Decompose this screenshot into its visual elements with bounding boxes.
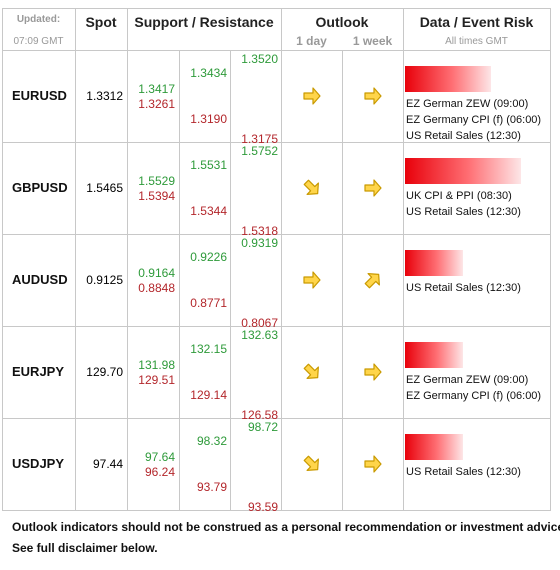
pair: AUDUSD [12,272,68,287]
event-risk-bar [405,66,491,92]
support: 1.5394 [138,189,175,203]
updated-time: 07:09 GMT [13,36,64,47]
resistance: 1.5752 [241,144,278,158]
outlook-arrow [303,179,319,195]
resistance: 0.9164 [138,266,175,280]
event: EZ Germany CPI (f) (06:00) [406,114,542,126]
event-risk-bar [405,342,463,368]
support: 0.8771 [190,296,227,310]
support: 93.79 [196,480,227,494]
event: US Retail Sales (12:30) [406,130,521,142]
resistance: 132.15 [190,342,227,356]
event-risk-bar [405,158,521,184]
event: EZ German ZEW (09:00) [406,98,529,110]
data-header: Data / Event Risk [419,14,534,30]
event: US Retail Sales (12:30) [406,206,521,218]
week-header: 1 week [352,34,393,48]
support: 1.3261 [138,97,175,111]
sr-header: Support / Resistance [134,14,274,30]
event: EZ German ZEW (09:00) [406,374,529,386]
pair: USDJPY [12,456,65,471]
event-risk-bar [405,434,463,460]
support: 0.8848 [138,281,175,295]
support: 1.3190 [190,112,227,126]
spot: 129.70 [86,365,123,379]
resistance: 1.3434 [190,66,227,80]
outlook-arrow [364,455,382,473]
row-border [2,142,550,143]
column-border [403,8,404,511]
support: 1.3175 [241,132,278,146]
resistance: 1.3417 [138,82,175,96]
spot: 1.3312 [86,89,123,103]
support: 96.24 [144,465,175,479]
column-border [179,50,180,511]
row-border [2,50,550,51]
column-border [230,50,231,511]
resistance: 0.9226 [190,250,227,264]
outlook-arrow [364,179,382,197]
column-border [281,8,282,511]
support: 126.58 [241,408,278,422]
row-border [2,510,550,511]
support: 129.51 [138,373,175,387]
day-header: 1 day [296,34,327,48]
support: 0.8067 [241,316,278,330]
outlook-arrow [364,87,382,105]
column-border [550,8,551,511]
column-border [127,8,128,511]
event: EZ Germany CPI (f) (06:00) [406,390,542,402]
spot-header: Spot [85,14,117,30]
outlook-arrow [364,273,380,289]
column-border [2,8,3,511]
column-border [342,50,343,511]
times-note: All times GMT [445,36,508,47]
spot: 1.5465 [86,181,123,195]
resistance: 1.5531 [190,158,227,172]
updated-label: Updated: [16,14,61,25]
outlook-arrow [303,87,321,105]
support: 93.59 [247,500,278,514]
support: 1.5344 [190,204,227,218]
event: US Retail Sales (12:30) [406,282,521,294]
outlook-arrow [364,363,382,381]
resistance: 1.3520 [241,52,278,66]
pair: EURJPY [12,364,65,379]
event-risk-bar [405,250,463,276]
resistance: 131.98 [138,358,175,372]
row-border [2,326,550,327]
row-border [2,8,550,9]
pair: EURUSD [12,88,67,103]
disclaimer: See full disclaimer below. [12,541,158,555]
spot: 97.44 [92,457,123,471]
row-border [2,418,550,419]
resistance: 98.32 [196,434,227,448]
spot: 0.9125 [86,273,123,287]
column-border [75,8,76,511]
support: 1.5318 [241,224,278,238]
resistance: 132.63 [241,328,278,342]
outlook-arrow [303,363,319,379]
resistance: 97.64 [144,450,175,464]
disclaimer: Outlook indicators should not be constru… [12,520,560,534]
row-border [2,234,550,235]
event: US Retail Sales (12:30) [406,466,521,478]
support: 129.14 [190,388,227,402]
resistance: 98.72 [247,420,278,434]
outlook-arrow [303,271,321,289]
outlook-header: Outlook [315,14,369,30]
resistance: 1.5529 [138,174,175,188]
event: UK CPI & PPI (08:30) [406,190,512,202]
outlook-arrow [303,455,319,471]
pair: GBPUSD [12,180,68,195]
resistance: 0.9319 [241,236,278,250]
